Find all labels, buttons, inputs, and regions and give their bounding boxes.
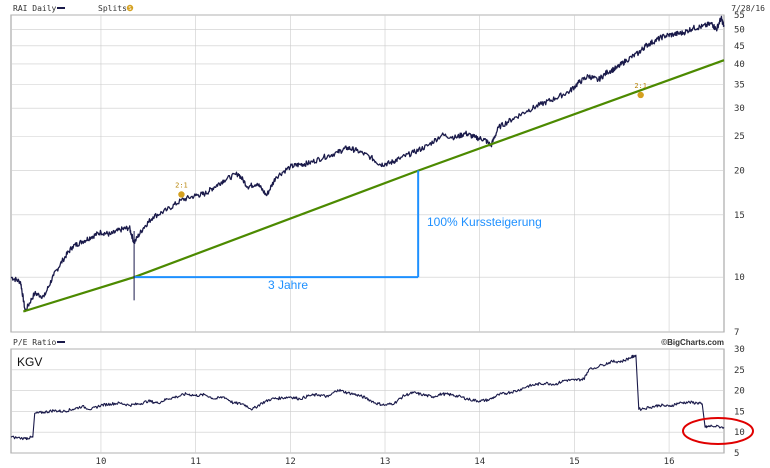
split-marker-icon <box>637 91 644 99</box>
pe-series-line <box>10 354 725 441</box>
splits-label: Splits <box>98 4 127 13</box>
split-marker-label: 2:1 <box>175 181 188 189</box>
trend-line <box>22 59 725 313</box>
price-y-tick-label: 10 <box>734 273 745 283</box>
growth-triangle <box>133 170 420 301</box>
pe-gridlines <box>11 348 724 454</box>
pe-y-tick-label: 5 <box>734 449 739 459</box>
pe-y-axis: 5 10 15 20 25 30 <box>734 345 745 459</box>
pe-y-tick-label: 15 <box>734 407 745 417</box>
price-y-tick-label: 35 <box>734 81 745 91</box>
brand-label: ©BigCharts.com <box>661 338 724 347</box>
price-y-tick-label: 55 <box>734 11 745 21</box>
pe-panel: 5 10 15 20 25 30 10 11 12 13 14 15 16 P/E Ratio ©Bi… <box>10 338 754 467</box>
price-y-tick-label: 7 <box>734 328 739 338</box>
price-y-tick-label: 40 <box>734 60 745 70</box>
price-y-tick-label: 20 <box>734 167 745 177</box>
price-plot-area <box>10 14 725 333</box>
price-panel: 7 10 15 20 25 30 35 40 45 50 55 RAI Daily Splits S… <box>10 4 765 338</box>
price-y-tick-label: 50 <box>734 26 745 36</box>
highlight-circle <box>682 417 754 445</box>
kgv-label: KGV <box>17 355 42 369</box>
price-y-tick-label: 45 <box>734 42 745 52</box>
x-axis: 10 11 12 13 14 15 16 <box>96 457 675 467</box>
price-y-tick-label: 25 <box>734 132 745 142</box>
pe-y-tick-label: 20 <box>734 387 745 397</box>
x-tick-label: 11 <box>190 457 201 467</box>
x-tick-label: 13 <box>380 457 391 467</box>
pe-y-tick-label: 10 <box>734 428 745 438</box>
x-tick-label: 16 <box>664 457 675 467</box>
price-series-line <box>10 15 725 313</box>
x-tick-label: 10 <box>96 457 107 467</box>
pe-legend-swatch <box>57 341 65 343</box>
price-gridlines <box>11 14 724 333</box>
chart-date: 7/28/16 <box>731 4 765 13</box>
x-tick-label: 14 <box>474 457 485 467</box>
split-markers: 2:1 2:1 <box>175 82 647 198</box>
price-y-tick-label: 15 <box>734 211 745 221</box>
ticker-legend-swatch <box>57 7 65 9</box>
x-tick-label: 15 <box>569 457 580 467</box>
price-y-axis: 7 10 15 20 25 30 35 40 45 50 55 <box>734 11 745 338</box>
split-marker-icon <box>178 191 185 198</box>
ticker-label: RAI Daily <box>13 4 57 13</box>
growth-label: 100% Kurssteigerung <box>427 215 542 229</box>
pe-y-tick-label: 25 <box>734 366 745 376</box>
splits-legend-icon-letter: S <box>128 6 131 12</box>
price-y-tick-label: 30 <box>734 104 745 114</box>
x-tick-label: 12 <box>285 457 296 467</box>
pe-y-tick-label: 30 <box>734 345 745 355</box>
pe-label: P/E Ratio <box>13 338 57 347</box>
split-marker-label: 2:1 <box>634 82 647 90</box>
pe-plot-area <box>10 348 725 454</box>
years-label: 3 Jahre <box>268 278 308 292</box>
splits-legend-icon <box>126 4 134 12</box>
